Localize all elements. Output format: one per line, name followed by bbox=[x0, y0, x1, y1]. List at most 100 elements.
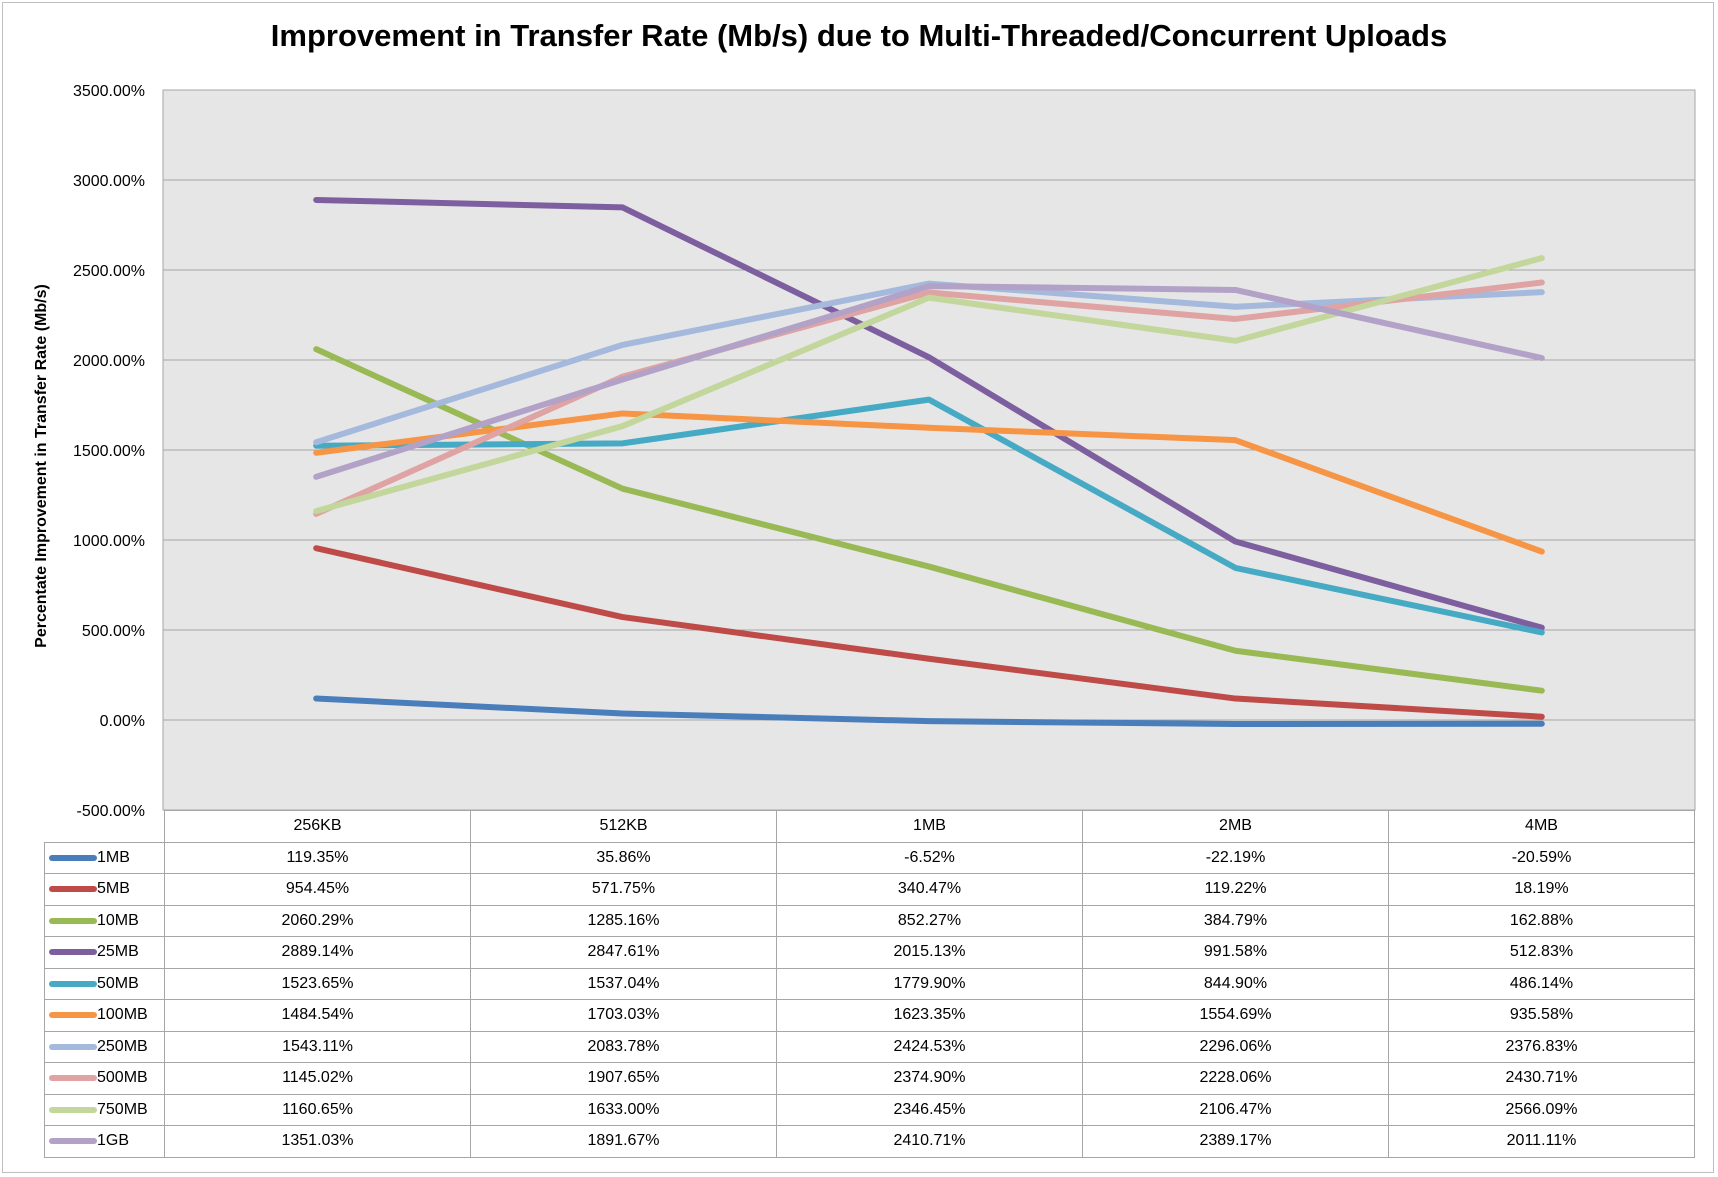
data-label: 2060.29% bbox=[164, 904, 471, 937]
data-label: 18.19% bbox=[1388, 873, 1695, 906]
data-label: 844.90% bbox=[1082, 967, 1389, 1000]
legend-swatch bbox=[49, 1012, 97, 1019]
legend-label: 5MB bbox=[97, 880, 130, 898]
x-category-label: 256KB bbox=[164, 810, 471, 843]
x-category-label: 2MB bbox=[1082, 810, 1389, 843]
data-label: 119.35% bbox=[164, 841, 471, 874]
legend-swatch bbox=[49, 1106, 97, 1113]
data-label: 340.47% bbox=[776, 873, 1083, 906]
data-label: 162.88% bbox=[1388, 904, 1695, 937]
y-tick-label: 2500.00% bbox=[73, 263, 145, 280]
y-tick-label: 500.00% bbox=[82, 623, 145, 640]
data-label: 1285.16% bbox=[470, 904, 777, 937]
legend-entry: 100MB bbox=[44, 999, 165, 1032]
table-row: 25MB 2889.14% 2847.61% 2015.13% 991.58% 512.8… bbox=[44, 936, 1695, 969]
legend-entry: 5MB bbox=[44, 873, 165, 906]
legend-swatch bbox=[49, 980, 97, 987]
x-category-label: 4MB bbox=[1388, 810, 1695, 843]
data-label: 384.79% bbox=[1082, 904, 1389, 937]
data-label: 2389.17% bbox=[1082, 1125, 1389, 1158]
data-label: 2889.14% bbox=[164, 936, 471, 969]
legend-label: 25MB bbox=[97, 943, 139, 961]
data-label: 1543.11% bbox=[164, 1030, 471, 1063]
legend-label: 1MB bbox=[97, 848, 130, 866]
table-header-row: 256KB 512KB 1MB 2MB 4MB bbox=[44, 810, 1695, 843]
data-label: 1633.00% bbox=[470, 1093, 777, 1126]
legend-label: 500MB bbox=[97, 1069, 148, 1087]
y-tick-label: 1000.00% bbox=[73, 533, 145, 550]
data-label: 1484.54% bbox=[164, 999, 471, 1032]
legend-swatch bbox=[49, 917, 97, 924]
table-row: 100MB 1484.54% 1703.03% 1623.35% 1554.69% 935… bbox=[44, 999, 1695, 1032]
data-label: 2106.47% bbox=[1082, 1093, 1389, 1126]
data-label: 2015.13% bbox=[776, 936, 1083, 969]
data-label: 2847.61% bbox=[470, 936, 777, 969]
legend-entry: 250MB bbox=[44, 1030, 165, 1063]
data-label: 2376.83% bbox=[1388, 1030, 1695, 1063]
legend-entry: 10MB bbox=[44, 904, 165, 937]
data-label: 852.27% bbox=[776, 904, 1083, 937]
legend-swatch bbox=[49, 949, 97, 956]
data-label: 2228.06% bbox=[1082, 1062, 1389, 1095]
data-label: 2083.78% bbox=[470, 1030, 777, 1063]
data-label: 935.58% bbox=[1388, 999, 1695, 1032]
data-label: 991.58% bbox=[1082, 936, 1389, 969]
data-label: 2346.45% bbox=[776, 1093, 1083, 1126]
data-label: 119.22% bbox=[1082, 873, 1389, 906]
table-corner bbox=[44, 810, 165, 843]
data-label: 1351.03% bbox=[164, 1125, 471, 1158]
legend-entry: 1GB bbox=[44, 1125, 165, 1158]
legend-label: 250MB bbox=[97, 1037, 148, 1055]
data-label: 2374.90% bbox=[776, 1062, 1083, 1095]
data-label: 2566.09% bbox=[1388, 1093, 1695, 1126]
data-label: 1160.65% bbox=[164, 1093, 471, 1126]
y-tick-label: 3000.00% bbox=[73, 173, 145, 190]
legend-entry: 750MB bbox=[44, 1093, 165, 1126]
data-label: 35.86% bbox=[470, 841, 777, 874]
legend-label: 750MB bbox=[97, 1100, 148, 1118]
data-label: 2424.53% bbox=[776, 1030, 1083, 1063]
data-table: 256KB 512KB 1MB 2MB 4MB 1MB 119.35% 35.86% -6.5… bbox=[44, 810, 1695, 1158]
data-label: -20.59% bbox=[1388, 841, 1695, 874]
data-label: 1554.69% bbox=[1082, 999, 1389, 1032]
legend-entry: 1MB bbox=[44, 841, 165, 874]
y-tick-label: 3500.00% bbox=[73, 83, 145, 100]
table-row: 500MB 1145.02% 1907.65% 2374.90% 2228.06% 243… bbox=[44, 1062, 1695, 1095]
data-label: 1523.65% bbox=[164, 967, 471, 1000]
legend-swatch bbox=[49, 886, 97, 893]
legend-swatch bbox=[49, 1043, 97, 1050]
table-row: 750MB 1160.65% 1633.00% 2346.45% 2106.47% 256… bbox=[44, 1093, 1695, 1126]
data-label: 486.14% bbox=[1388, 967, 1695, 1000]
x-category-label: 1MB bbox=[776, 810, 1083, 843]
legend-entry: 50MB bbox=[44, 967, 165, 1000]
table-row: 1MB 119.35% 35.86% -6.52% -22.19% -20.59% bbox=[44, 841, 1695, 874]
legend-swatch bbox=[49, 1138, 97, 1145]
data-label: 2296.06% bbox=[1082, 1030, 1389, 1063]
legend-swatch bbox=[49, 854, 97, 861]
legend-entry: 25MB bbox=[44, 936, 165, 969]
x-category-label: 512KB bbox=[470, 810, 777, 843]
data-label: -6.52% bbox=[776, 841, 1083, 874]
data-label: 1891.67% bbox=[470, 1125, 777, 1158]
legend-label: 1GB bbox=[97, 1132, 130, 1150]
data-label: 1703.03% bbox=[470, 999, 777, 1032]
y-tick-label: 2000.00% bbox=[73, 353, 145, 370]
data-label: 954.45% bbox=[164, 873, 471, 906]
table-row: 5MB 954.45% 571.75% 340.47% 119.22% 18.19% bbox=[44, 873, 1695, 906]
data-label: 1537.04% bbox=[470, 967, 777, 1000]
data-label: 2430.71% bbox=[1388, 1062, 1695, 1095]
data-label: 1779.90% bbox=[776, 967, 1083, 1000]
data-label: 2410.71% bbox=[776, 1125, 1083, 1158]
data-label: 2011.11% bbox=[1388, 1125, 1695, 1158]
table-row: 250MB 1543.11% 2083.78% 2424.53% 2296.06% 237… bbox=[44, 1030, 1695, 1063]
legend-label: 50MB bbox=[97, 974, 139, 992]
data-label: -22.19% bbox=[1082, 841, 1389, 874]
data-label: 1623.35% bbox=[776, 999, 1083, 1032]
data-label: 1145.02% bbox=[164, 1062, 471, 1095]
table-row: 50MB 1523.65% 1537.04% 1779.90% 844.90% 486.1… bbox=[44, 967, 1695, 1000]
y-tick-label: 1500.00% bbox=[73, 443, 145, 460]
y-tick-label: 0.00% bbox=[100, 713, 145, 730]
legend-label: 100MB bbox=[97, 1006, 148, 1024]
